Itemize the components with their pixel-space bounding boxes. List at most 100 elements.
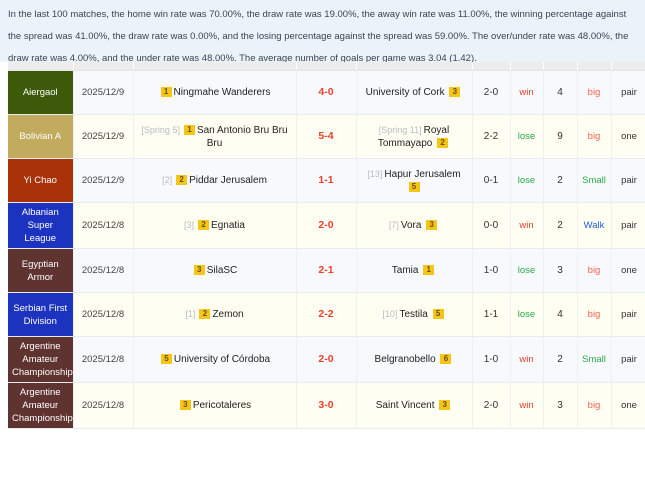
total-goals: 4 (543, 292, 578, 337)
home-team-cell[interactable]: 3 Pericotaleres (133, 382, 297, 429)
odd-even-result: pair (611, 336, 645, 383)
home-team-cell[interactable]: [Spring 5] 1 San Antonio Bru Bru Bru (133, 114, 297, 159)
over-under-label: Small (582, 175, 606, 186)
table-body: Aiergaol 2025/12/9 1 Ningmahe Wanderers 4-0 U… (8, 70, 645, 429)
header-score (296, 62, 357, 71)
home-team-cell[interactable]: [1] 2 Zemon (133, 292, 297, 337)
league-cell[interactable]: Argentine Amateur Championship (8, 336, 74, 383)
seed-label: [Spring 5] (141, 124, 180, 135)
table-row[interactable]: Argentine Amateur Championship 2025/12/8 3… (8, 382, 645, 429)
spread-result: lose (510, 248, 544, 293)
rank-badge: 2 (176, 175, 188, 186)
header-goals (543, 62, 578, 71)
over-under-result: Small (577, 158, 612, 203)
league-cell[interactable]: Argentine Amateur Championship (8, 382, 74, 429)
home-team-cell[interactable]: 1 Ningmahe Wanderers (133, 70, 297, 115)
seed-label: [3] (184, 220, 195, 230)
header-home-team (133, 62, 297, 71)
rank-badge: 3 (439, 400, 451, 411)
rank-badge: 5 (432, 309, 444, 320)
rank-badge: 2 (198, 220, 210, 231)
league-cell[interactable]: Yi Chao (8, 158, 74, 203)
match-date: 2025/12/8 (73, 382, 134, 429)
rank-badge: 1 (160, 87, 172, 98)
halftime-score: 1-1 (472, 292, 511, 337)
odd-even-result: one (611, 382, 645, 429)
over-under-result: big (577, 382, 612, 429)
match-date: 2025/12/8 (73, 292, 134, 337)
halftime-score: 1-0 (472, 336, 511, 383)
league-cell[interactable]: Bolivian A (8, 114, 74, 159)
match-date: 2025/12/8 (73, 248, 134, 293)
over-under-result: big (577, 70, 612, 115)
total-goals: 2 (543, 158, 578, 203)
total-goals: 2 (543, 202, 578, 249)
table-row[interactable]: Egyptian Armor 2025/12/8 3 SilaSC 2-1 Tamia 1… (8, 248, 645, 293)
seed-label: [7] (388, 220, 399, 230)
final-score: 2-2 (296, 292, 357, 337)
table-row[interactable]: Bolivian A 2025/12/9 [Spring 5] 1 San Antoni… (8, 114, 645, 159)
spread-result-label: win (519, 220, 534, 231)
over-under-label: big (587, 87, 601, 98)
spread-result: lose (510, 158, 544, 203)
spread-result: lose (510, 292, 544, 337)
league-cell[interactable]: Egyptian Armor (8, 248, 74, 293)
final-score: 3-0 (296, 382, 357, 429)
odd-even-result: pair (611, 292, 645, 337)
rank-badge: 2 (199, 309, 211, 320)
over-under-label: big (587, 309, 601, 320)
league-cell[interactable]: Albanian Super League (8, 202, 74, 249)
rank-badge: 3 (179, 400, 191, 411)
spread-result-label: win (519, 354, 534, 365)
odd-even-result: pair (611, 202, 645, 249)
match-date: 2025/12/9 (73, 114, 134, 159)
table-row[interactable]: Argentine Amateur Championship 2025/12/8 5… (8, 336, 645, 383)
away-team-cell[interactable]: University of Cork 3 (356, 70, 473, 115)
home-team-cell[interactable]: [3] 2 Egnatia (133, 202, 297, 249)
league-cell[interactable]: Serbian First Division (8, 292, 74, 337)
spread-result: lose (510, 114, 544, 159)
odd-even-result: one (611, 248, 645, 293)
total-goals: 3 (543, 382, 578, 429)
over-under-label: big (587, 131, 601, 142)
league-cell[interactable]: Aiergaol (8, 70, 74, 115)
away-team-cell[interactable]: Tamia 1 (356, 248, 473, 293)
spread-result: win (510, 336, 544, 383)
table-row[interactable]: Albanian Super League 2025/12/8 [3] 2 Egnati… (8, 202, 645, 249)
header-date (73, 62, 134, 71)
header-halftime (472, 62, 511, 71)
away-team-cell[interactable]: Belgranobello 6 (356, 336, 473, 383)
over-under-label: big (587, 400, 601, 411)
match-date: 2025/12/9 (73, 70, 134, 115)
away-team-cell[interactable]: [Spring 11] Royal Tommayapo 2 (356, 114, 473, 159)
total-goals: 3 (543, 248, 578, 293)
halftime-score: 2-0 (472, 382, 511, 429)
away-team-cell[interactable]: [13] Hapur Jerusalem 5 (356, 158, 473, 203)
rank-badge: 6 (440, 354, 452, 365)
away-team-cell[interactable]: Saint Vincent 3 (356, 382, 473, 429)
seed-label: [Spring 11] (378, 124, 422, 135)
over-under-label: big (587, 265, 601, 276)
match-date: 2025/12/8 (73, 336, 134, 383)
away-team-cell[interactable]: [10] Testila 5 (356, 292, 473, 337)
home-team-cell[interactable]: [2] 2 Piddar Jerusalem (133, 158, 297, 203)
spread-result: win (510, 382, 544, 429)
rank-badge: 3 (426, 220, 438, 231)
away-team-cell[interactable]: [7] Vora 3 (356, 202, 473, 249)
home-team-cell[interactable]: 5 University of Córdoba (133, 336, 297, 383)
over-under-result: Walk (577, 202, 612, 249)
over-under-label: Walk (583, 220, 605, 231)
table-row[interactable]: Yi Chao 2025/12/9 [2] 2 Piddar Jerusalem 1-1[… (8, 158, 645, 203)
spread-result-label: lose (517, 309, 536, 320)
spread-result-label: lose (517, 131, 536, 142)
table-row[interactable]: Aiergaol 2025/12/9 1 Ningmahe Wanderers 4-0 U… (8, 70, 645, 115)
table-row[interactable]: Serbian First Division 2025/12/8 [1] 2 Zemon… (8, 292, 645, 337)
final-score: 1-1 (296, 158, 357, 203)
rank-badge: 5 (160, 354, 172, 365)
home-team-cell[interactable]: 3 SilaSC (133, 248, 297, 293)
header-size (577, 62, 612, 71)
spread-result: win (510, 202, 544, 249)
table-header-row (8, 62, 645, 71)
table-header (8, 62, 645, 71)
over-under-result: big (577, 292, 612, 337)
